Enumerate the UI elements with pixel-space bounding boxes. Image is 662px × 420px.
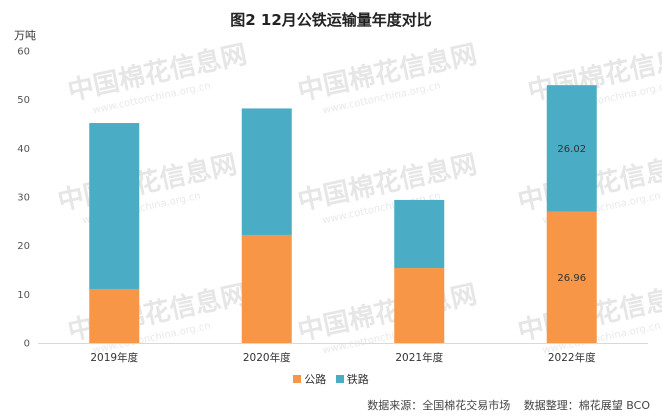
y-tick-label: 10 <box>17 290 30 301</box>
legend-item-rail: 铁路 <box>335 371 369 387</box>
y-tick-label: 40 <box>17 144 30 155</box>
y-tick-label: 20 <box>17 241 30 252</box>
x-category-label: 2020年度 <box>243 351 291 364</box>
source-note: 数据来源：全国棉花交易市场 数据整理：棉花展望 BCO <box>357 397 650 413</box>
data-source: 数据来源：全国棉花交易市场 <box>367 399 511 412</box>
data-label: 26.96 <box>557 273 586 284</box>
bar-rail <box>394 199 445 269</box>
chart-title: 图2 12月公铁运输量年度对比 <box>230 11 432 29</box>
y-axis-unit: 万吨 <box>14 29 36 42</box>
legend-swatch-road <box>293 375 302 383</box>
y-tick-label: 60 <box>17 47 30 58</box>
legend-label-rail: 铁路 <box>346 373 369 386</box>
x-category-label: 2021年度 <box>395 351 443 364</box>
bar-rail <box>546 85 597 212</box>
y-tick-label: 50 <box>17 95 30 106</box>
bar-rail <box>241 108 292 235</box>
data-label: 26.02 <box>557 144 586 155</box>
bar-rail <box>89 123 140 289</box>
y-tick-label: 30 <box>17 193 30 204</box>
y-axis: 0 10 20 30 40 50 60 <box>17 47 648 350</box>
bar-road <box>89 288 140 343</box>
legend-label-road: 公路 <box>304 373 327 386</box>
x-category-label: 2019年度 <box>90 351 138 364</box>
y-tick-label: 0 <box>24 339 30 350</box>
data-compiler: 数据整理：棉花展望 BCO <box>523 399 650 412</box>
legend-item-road: 公路 <box>293 371 326 387</box>
bar-road <box>394 268 445 343</box>
x-axis: 2019年度 2020年度 2021年度 2022年度 <box>90 351 596 364</box>
bar-road <box>241 234 292 343</box>
legend-swatch-rail <box>335 375 344 383</box>
bar-road <box>546 211 597 343</box>
x-category-label: 2022年度 <box>548 351 596 364</box>
bars <box>89 85 597 343</box>
legend: 公路 铁路 <box>0 371 662 387</box>
data-labels: 26.96 26.02 <box>557 144 586 284</box>
